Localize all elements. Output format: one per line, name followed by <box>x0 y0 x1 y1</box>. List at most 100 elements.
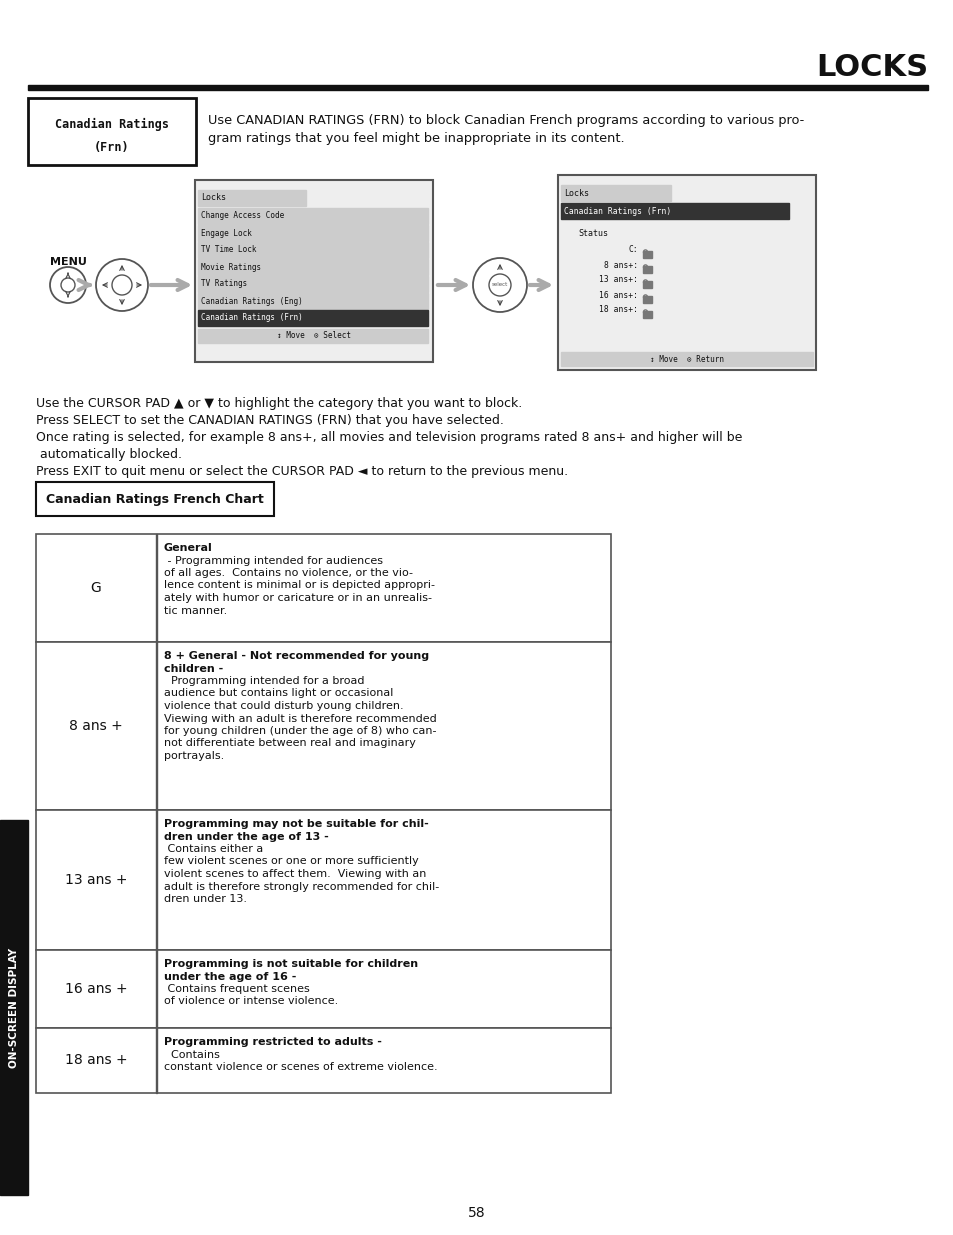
Bar <box>642 282 651 288</box>
Text: Canadian Ratings (Eng): Canadian Ratings (Eng) <box>201 296 302 305</box>
Text: dren under 13.: dren under 13. <box>164 894 247 904</box>
Bar <box>198 259 428 275</box>
Text: General: General <box>164 543 213 553</box>
Text: Canadian Ratings (Frn): Canadian Ratings (Frn) <box>563 206 671 215</box>
Bar <box>36 534 610 642</box>
Bar <box>198 310 428 326</box>
Bar <box>156 810 157 950</box>
Bar <box>194 180 433 362</box>
Bar <box>198 190 306 206</box>
Text: - Programming intended for audiences: - Programming intended for audiences <box>164 556 382 566</box>
Text: ON-SCREEN DISPLAY: ON-SCREEN DISPLAY <box>9 947 19 1067</box>
Bar <box>198 225 428 241</box>
Text: TV Ratings: TV Ratings <box>201 279 247 289</box>
Bar <box>0 820 28 1195</box>
Text: for young children (under the age of 8) who can-: for young children (under the age of 8) … <box>164 726 436 736</box>
Text: 18 ans +: 18 ans + <box>65 1053 127 1067</box>
Text: violence that could disturb young children.: violence that could disturb young childr… <box>164 701 403 711</box>
Bar <box>156 642 157 810</box>
Text: ately with humor or caricature or in an unrealis-: ately with humor or caricature or in an … <box>164 593 432 603</box>
Bar <box>642 296 651 303</box>
Bar <box>560 352 812 366</box>
Text: Programming restricted to adults -: Programming restricted to adults - <box>164 1037 381 1047</box>
Text: MENU: MENU <box>50 257 87 267</box>
Text: of all ages.  Contains no violence, or the vio-: of all ages. Contains no violence, or th… <box>164 568 413 578</box>
Bar <box>198 329 428 343</box>
Circle shape <box>50 267 86 303</box>
Text: Locks: Locks <box>201 194 226 203</box>
Text: 16 ans +: 16 ans + <box>65 982 127 995</box>
Bar <box>198 207 428 224</box>
Text: gram ratings that you feel might be inappropriate in its content.: gram ratings that you feel might be inap… <box>208 132 624 144</box>
Text: audience but contains light or occasional: audience but contains light or occasiona… <box>164 688 393 699</box>
Text: few violent scenes or one or more sufficiently: few violent scenes or one or more suffic… <box>164 857 418 867</box>
Bar <box>560 203 788 219</box>
Text: Locks: Locks <box>563 189 588 198</box>
Text: tic manner.: tic manner. <box>164 605 227 615</box>
Text: Programming intended for a broad: Programming intended for a broad <box>164 676 364 685</box>
Text: not differentiate between real and imaginary: not differentiate between real and imagi… <box>164 739 416 748</box>
Text: C:: C: <box>628 246 638 254</box>
Bar <box>36 1028 610 1093</box>
Text: Once rating is selected, for example 8 ans+, all movies and television programs : Once rating is selected, for example 8 a… <box>36 431 741 445</box>
Text: 8 + General - Not recommended for young: 8 + General - Not recommended for young <box>164 651 429 661</box>
Text: 13 ans +: 13 ans + <box>65 873 127 887</box>
Text: TV Time Lock: TV Time Lock <box>201 246 256 254</box>
Text: Engage Lock: Engage Lock <box>201 228 252 237</box>
Text: 8 ans+:: 8 ans+: <box>603 261 638 269</box>
Text: of violence or intense violence.: of violence or intense violence. <box>164 997 338 1007</box>
Text: LOCKS: LOCKS <box>815 53 927 83</box>
Text: Use the CURSOR PAD ▲ or ▼ to highlight the category that you want to block.: Use the CURSOR PAD ▲ or ▼ to highlight t… <box>36 396 521 410</box>
Text: lence content is minimal or is depicted appropri-: lence content is minimal or is depicted … <box>164 580 435 590</box>
Bar <box>36 950 610 1028</box>
Text: Use CANADIAN RATINGS (FRN) to block Canadian French programs according to variou: Use CANADIAN RATINGS (FRN) to block Cana… <box>208 114 803 127</box>
Circle shape <box>112 275 132 295</box>
Text: children -: children - <box>164 663 223 673</box>
Bar <box>642 266 651 273</box>
Bar <box>156 950 157 1028</box>
Text: Press SELECT to set the CANADIAN RATINGS (FRN) that you have selected.: Press SELECT to set the CANADIAN RATINGS… <box>36 414 503 427</box>
Bar <box>198 293 428 309</box>
Bar <box>28 98 195 165</box>
Circle shape <box>489 274 511 296</box>
Text: constant violence or scenes of extreme violence.: constant violence or scenes of extreme v… <box>164 1062 437 1072</box>
Bar <box>36 642 610 810</box>
Circle shape <box>473 258 526 312</box>
Text: Press EXIT to quit menu or select the CURSOR PAD ◄ to return to the previous men: Press EXIT to quit menu or select the CU… <box>36 466 568 478</box>
Text: Programming may not be suitable for chil-: Programming may not be suitable for chil… <box>164 819 428 829</box>
Bar <box>642 251 651 258</box>
Text: 58: 58 <box>468 1207 485 1220</box>
Text: Canadian Ratings: Canadian Ratings <box>55 117 169 131</box>
Text: Contains: Contains <box>164 1050 219 1060</box>
Bar <box>156 1028 157 1093</box>
Bar <box>198 242 428 258</box>
Text: 13 ans+:: 13 ans+: <box>598 275 638 284</box>
Text: G: G <box>91 580 101 595</box>
Text: ↕ Move  ⊙ Select: ↕ Move ⊙ Select <box>276 331 351 341</box>
Text: Movie Ratings: Movie Ratings <box>201 263 261 272</box>
Text: portrayals.: portrayals. <box>164 751 224 761</box>
Text: 8 ans +: 8 ans + <box>69 719 123 734</box>
Text: (Frn): (Frn) <box>94 142 130 154</box>
Text: automatically blocked.: automatically blocked. <box>36 448 182 461</box>
Text: Canadian Ratings (Frn): Canadian Ratings (Frn) <box>201 314 302 322</box>
Bar <box>198 275 428 291</box>
Text: Contains either a: Contains either a <box>164 844 263 853</box>
Text: adult is therefore strongly recommended for chil-: adult is therefore strongly recommended … <box>164 882 438 892</box>
Text: Contains frequent scenes: Contains frequent scenes <box>164 984 310 994</box>
Bar <box>36 810 610 950</box>
Circle shape <box>96 259 148 311</box>
Text: 18 ans+:: 18 ans+: <box>598 305 638 315</box>
Text: under the age of 16 -: under the age of 16 - <box>164 972 296 982</box>
Text: ↕ Move  ⊙ Return: ↕ Move ⊙ Return <box>649 354 723 363</box>
Text: Change Access Code: Change Access Code <box>201 211 284 221</box>
Text: Viewing with an adult is therefore recommended: Viewing with an adult is therefore recom… <box>164 714 436 724</box>
Bar <box>642 311 651 317</box>
Text: violent scenes to affect them.  Viewing with an: violent scenes to affect them. Viewing w… <box>164 869 426 879</box>
Text: dren under the age of 13 -: dren under the age of 13 - <box>164 831 329 841</box>
Bar <box>560 185 670 201</box>
Bar <box>156 534 157 642</box>
Circle shape <box>61 278 75 291</box>
Bar <box>558 175 815 370</box>
Text: Canadian Ratings French Chart: Canadian Ratings French Chart <box>46 493 264 505</box>
